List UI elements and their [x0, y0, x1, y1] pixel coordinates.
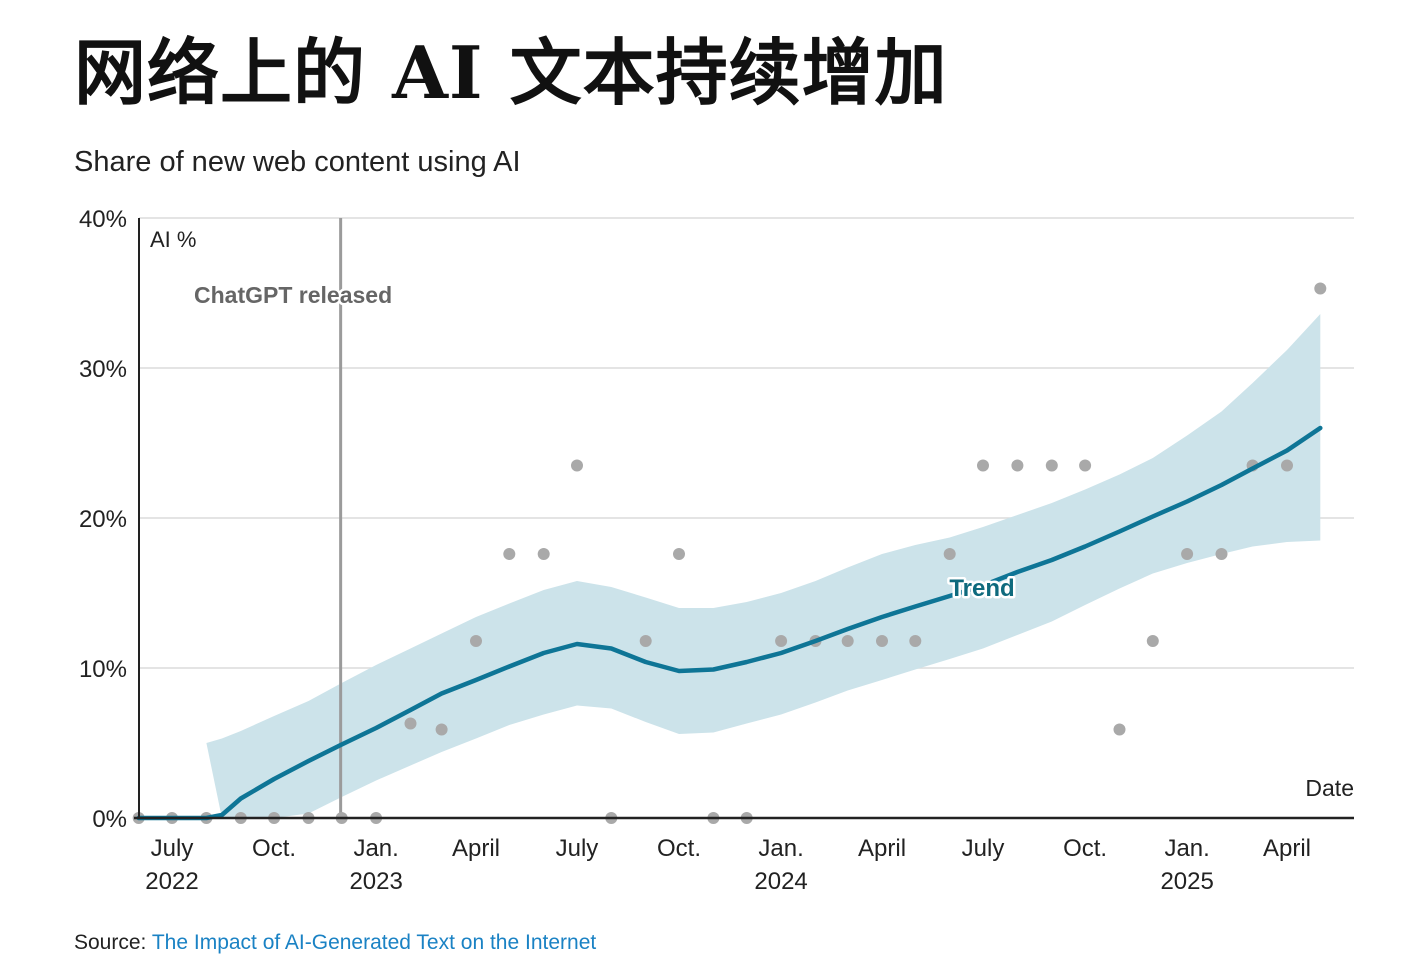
ai-share-chart: ChatGPT released Trend 0% 10% 20% 30% 40% AI … [79, 206, 1354, 895]
source-prefix: Source: [74, 931, 147, 954]
data-point [1011, 459, 1024, 472]
y-axis-title: AI % [150, 227, 196, 252]
data-point [1181, 548, 1194, 560]
y-tick-label: 30% [79, 356, 127, 383]
trend-label: Trend [949, 575, 1014, 602]
confidence-band [138, 314, 1321, 818]
data-point [977, 459, 989, 472]
x-tick-year: 2024 [754, 868, 807, 895]
data-point [943, 548, 956, 560]
data-point [470, 635, 482, 647]
chart-subtitle: Share of new web content using AI [74, 146, 521, 178]
axis-labels: 0% 10% 20% 30% 40% AI % Date July 2022 Oct. Jan. 20… [79, 206, 1354, 895]
trend-line [136, 425, 1323, 821]
x-tick-label: April [452, 835, 500, 862]
data-point [1281, 459, 1293, 472]
y-tick-label: 0% [92, 806, 127, 833]
data-point [1045, 459, 1058, 472]
x-tick-year: 2025 [1160, 868, 1213, 895]
data-point [876, 635, 888, 647]
x-tick-label: Oct. [1063, 835, 1107, 862]
data-point [537, 548, 550, 560]
x-axis-title: Date [1305, 775, 1354, 801]
data-point [404, 717, 417, 730]
y-tick-label: 40% [79, 206, 127, 233]
x-tick-label: Jan. [1164, 835, 1209, 862]
x-tick-year: 2023 [349, 868, 402, 895]
data-point [1146, 635, 1159, 647]
data-point [1079, 459, 1092, 472]
data-point [841, 635, 854, 647]
x-tick-label: July [151, 835, 194, 862]
x-tick-label: Oct. [657, 835, 701, 862]
x-tick-label: July [556, 835, 599, 862]
data-point [1314, 282, 1327, 295]
x-tick-label: July [962, 835, 1005, 862]
x-tick-label: April [858, 835, 906, 862]
x-tick-year: 2022 [145, 868, 198, 895]
data-point [435, 723, 448, 736]
data-point [503, 548, 516, 560]
chatgpt-release-label: ChatGPT released [194, 282, 392, 308]
x-tick-label: Jan. [758, 835, 803, 862]
data-point [1113, 723, 1126, 736]
chatgpt-annotation: ChatGPT released [192, 218, 395, 818]
y-tick-label: 10% [79, 656, 127, 683]
data-point [673, 548, 685, 560]
data-point [909, 635, 922, 647]
data-point [1215, 548, 1228, 560]
x-tick-label: Oct. [252, 835, 296, 862]
x-tick-label: Jan. [353, 835, 398, 862]
data-point [571, 459, 583, 472]
trend-line-group: Trend [136, 425, 1323, 821]
data-point [639, 635, 652, 647]
x-tick-label: April [1263, 835, 1311, 862]
chart-title: 网络上的 AI 文本持续增加 [74, 30, 948, 115]
y-tick-label: 20% [79, 506, 127, 533]
axes [134, 218, 1354, 820]
data-point [775, 635, 788, 647]
confidence-band-area [138, 314, 1321, 818]
source-link[interactable]: The Impact of AI-Generated Text on the I… [151, 931, 597, 954]
source-note: Source: The Impact of AI-Generated Text … [74, 929, 596, 957]
